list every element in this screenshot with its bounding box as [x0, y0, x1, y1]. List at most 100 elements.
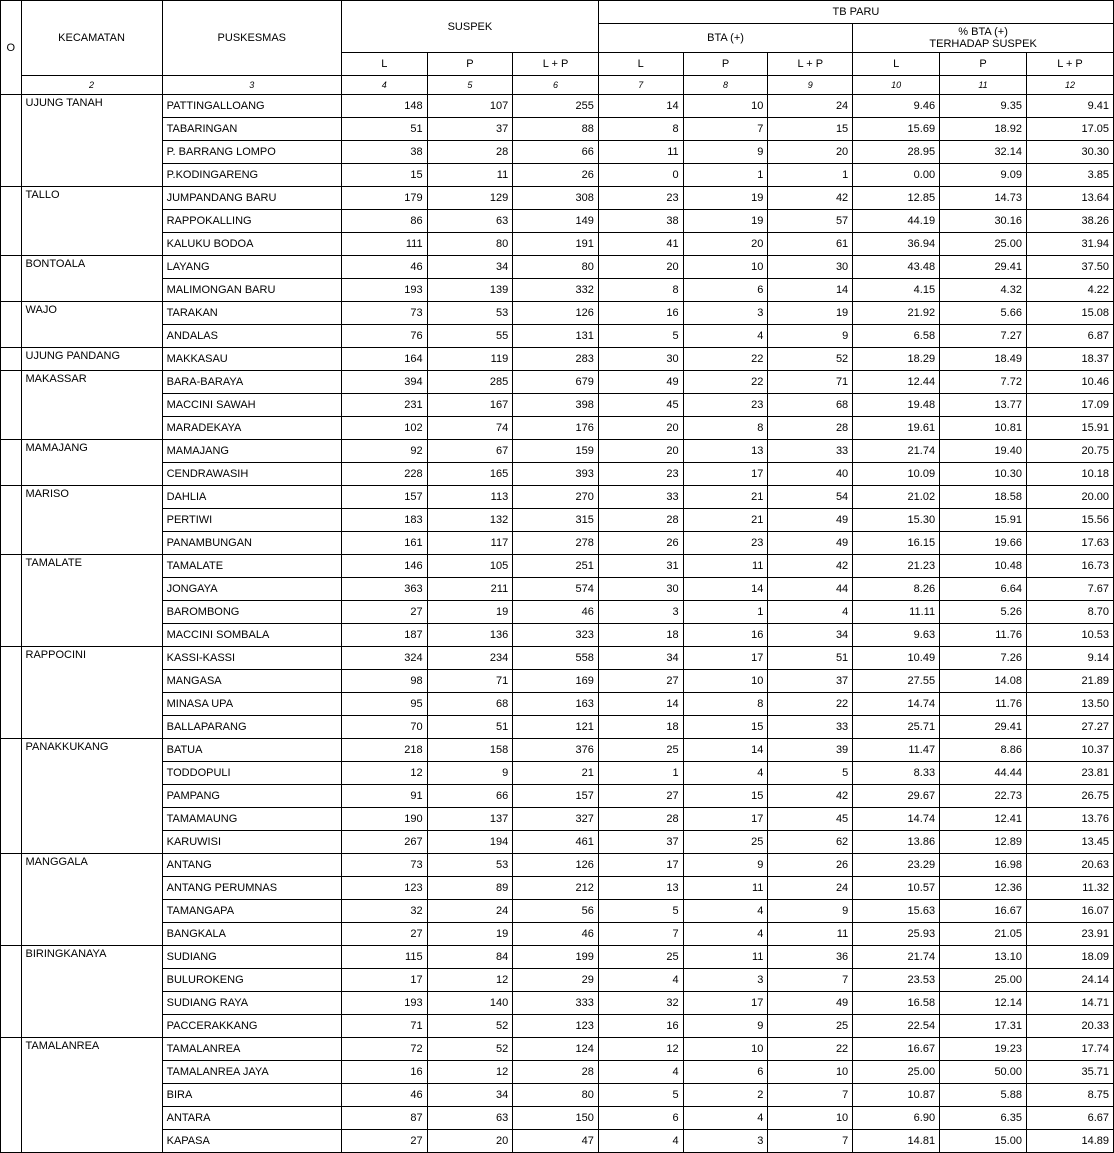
puskesmas-cell: PERTIWI [162, 509, 341, 532]
kecamatan-cell: BONTOALA [21, 256, 162, 302]
value-cell: 8 [598, 118, 683, 141]
value-cell: 7.67 [1026, 578, 1113, 601]
table-row: KARUWISI26719446137256213.8612.8913.45 [1, 831, 1114, 854]
header-suspek-lp: L + P [513, 53, 599, 76]
puskesmas-cell: TODDOPULI [162, 762, 341, 785]
value-cell: 102 [341, 417, 427, 440]
value-cell: 49 [768, 992, 853, 1015]
value-cell: 38 [598, 210, 683, 233]
value-cell: 10.53 [1026, 624, 1113, 647]
value-cell: 190 [341, 808, 427, 831]
value-cell: 16.67 [853, 1038, 940, 1061]
value-cell: 19 [427, 601, 513, 624]
kecamatan-cell: TALLO [21, 187, 162, 256]
value-cell: 10.37 [1026, 739, 1113, 762]
header-pct-l: L [853, 53, 940, 76]
value-cell: 27 [598, 670, 683, 693]
header-bta-l: L [598, 53, 683, 76]
kecamatan-cell: MANGGALA [21, 854, 162, 946]
value-cell: 13 [683, 440, 768, 463]
value-cell: 80 [427, 233, 513, 256]
colnum: 8 [683, 76, 768, 95]
value-cell: 10.57 [853, 877, 940, 900]
value-cell: 31 [598, 555, 683, 578]
puskesmas-cell: ANTANG [162, 854, 341, 877]
value-cell: 119 [427, 348, 513, 371]
value-cell: 10.87 [853, 1084, 940, 1107]
value-cell: 28 [427, 141, 513, 164]
header-suspek-p: P [427, 53, 513, 76]
value-cell: 10.18 [1026, 463, 1113, 486]
value-cell: 6.35 [940, 1107, 1027, 1130]
value-cell: 12.85 [853, 187, 940, 210]
colnum: 5 [427, 76, 513, 95]
value-cell: 36 [768, 946, 853, 969]
value-cell: 80 [513, 256, 599, 279]
row-no-cell [1, 854, 22, 946]
value-cell: 49 [768, 509, 853, 532]
value-cell: 4 [598, 1061, 683, 1084]
value-cell: 8 [683, 693, 768, 716]
value-cell: 11.11 [853, 601, 940, 624]
value-cell: 20 [683, 233, 768, 256]
row-no-cell [1, 371, 22, 440]
value-cell: 19.61 [853, 417, 940, 440]
value-cell: 95 [341, 693, 427, 716]
value-cell: 22 [768, 1038, 853, 1061]
puskesmas-cell: BIRA [162, 1084, 341, 1107]
value-cell: 29 [513, 969, 599, 992]
value-cell: 15.69 [853, 118, 940, 141]
value-cell: 4 [768, 601, 853, 624]
value-cell: 24.14 [1026, 969, 1113, 992]
puskesmas-cell: PATTINGALLOANG [162, 95, 341, 118]
value-cell: 9 [768, 900, 853, 923]
value-cell: 8.26 [853, 578, 940, 601]
puskesmas-cell: KARUWISI [162, 831, 341, 854]
table-row: BANGKALA271946741125.9321.0523.91 [1, 923, 1114, 946]
table-row: RAPPOCINIKASSI-KASSI32423455834175110.49… [1, 647, 1114, 670]
value-cell: 7.26 [940, 647, 1027, 670]
value-cell: 22 [683, 371, 768, 394]
value-cell: 9.63 [853, 624, 940, 647]
value-cell: 179 [341, 187, 427, 210]
value-cell: 11 [768, 923, 853, 946]
puskesmas-cell: JUMPANDANG BARU [162, 187, 341, 210]
value-cell: 44.19 [853, 210, 940, 233]
value-cell: 71 [341, 1015, 427, 1038]
value-cell: 9 [683, 854, 768, 877]
row-no-cell [1, 187, 22, 256]
value-cell: 86 [341, 210, 427, 233]
value-cell: 30 [598, 348, 683, 371]
puskesmas-cell: TARAKAN [162, 302, 341, 325]
puskesmas-cell: TAMAMAUNG [162, 808, 341, 831]
value-cell: 363 [341, 578, 427, 601]
value-cell: 14.71 [1026, 992, 1113, 1015]
value-cell: 19.23 [940, 1038, 1027, 1061]
value-cell: 8.75 [1026, 1084, 1113, 1107]
value-cell: 16 [341, 1061, 427, 1084]
value-cell: 20.63 [1026, 854, 1113, 877]
value-cell: 25.93 [853, 923, 940, 946]
value-cell: 165 [427, 463, 513, 486]
table-row: UJUNG PANDANGMAKKASAU16411928330225218.2… [1, 348, 1114, 371]
puskesmas-cell: BANGKALA [162, 923, 341, 946]
value-cell: 15 [341, 164, 427, 187]
value-cell: 24 [768, 95, 853, 118]
colnum: 10 [853, 76, 940, 95]
value-cell: 10.09 [853, 463, 940, 486]
row-no-cell [1, 486, 22, 555]
value-cell: 211 [427, 578, 513, 601]
table-row: MARADEKAYA102741762082819.6110.8115.91 [1, 417, 1114, 440]
puskesmas-cell: BARA-BARAYA [162, 371, 341, 394]
value-cell: 42 [768, 785, 853, 808]
value-cell: 63 [427, 210, 513, 233]
value-cell: 11.76 [940, 624, 1027, 647]
value-cell: 92 [341, 440, 427, 463]
value-cell: 161 [341, 532, 427, 555]
row-no-cell [1, 348, 22, 371]
value-cell: 8.33 [853, 762, 940, 785]
puskesmas-cell: ANTARA [162, 1107, 341, 1130]
value-cell: 9.46 [853, 95, 940, 118]
puskesmas-cell: MARADEKAYA [162, 417, 341, 440]
header-kecamatan: KECAMATAN [21, 1, 162, 76]
